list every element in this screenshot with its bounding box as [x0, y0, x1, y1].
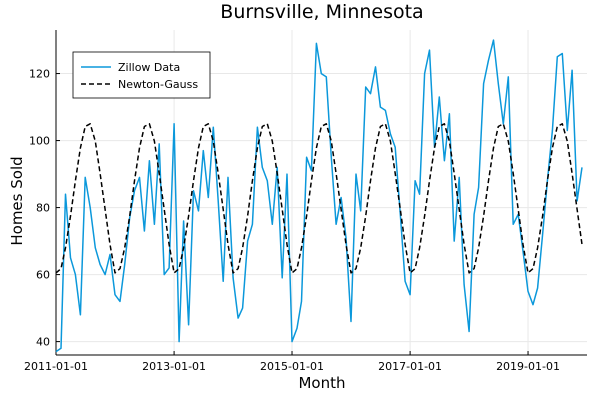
x-tick-label: 2017-01-01 — [378, 360, 442, 373]
x-axis-label: Month — [298, 374, 345, 392]
series-line-zillow-data — [55, 39, 583, 353]
chart-title: Burnsville, Minnesota — [220, 1, 423, 23]
axes — [55, 30, 587, 356]
y-tick-label: 60 — [36, 269, 50, 282]
legend: Zillow Data Newton-Gauss — [72, 51, 211, 99]
plot-area — [55, 39, 583, 353]
x-tick-label: 2011-01-01 — [24, 360, 88, 373]
tick-labels: 2011-01-01 2013-01-01 2015-01-01 2017-01-01… — [24, 68, 560, 373]
x-tick-label: 2013-01-01 — [142, 360, 206, 373]
legend-label-zillow-data: Zillow Data — [118, 61, 180, 74]
legend-box — [72, 51, 211, 99]
x-tick-label: 2015-01-01 — [260, 360, 324, 373]
series-line-newton-gauss — [55, 123, 583, 274]
x-tick-label: 2019-01-01 — [496, 360, 560, 373]
legend-label-newton-gauss: Newton-Gauss — [118, 78, 198, 91]
y-tick-label: 100 — [29, 135, 50, 148]
y-tick-label: 80 — [36, 202, 50, 215]
y-axis-label: Homes Sold — [8, 156, 26, 245]
y-tick-label: 120 — [29, 68, 50, 81]
y-tick-label: 40 — [36, 336, 50, 349]
